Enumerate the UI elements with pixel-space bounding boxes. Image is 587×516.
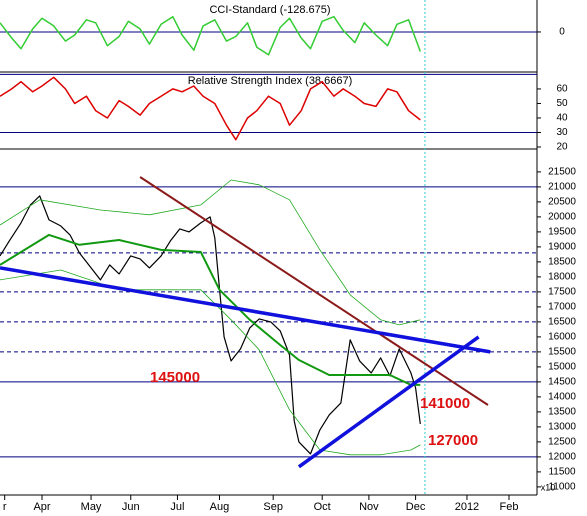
x-tick-label: r [3,501,7,513]
y-tick-label: 21500 [548,167,576,178]
x-tick-label: 2012 [455,501,479,513]
y-tick-label: 13500 [548,407,576,418]
x-tick-label: Feb [499,501,518,513]
x-tick-label: Nov [359,501,379,513]
y-tick-label: 12000 [548,452,576,463]
x-tick-label: Jul [170,501,184,513]
x-tick-label: Aug [210,501,230,513]
panel-title: CCI-Standard (-128.675) [209,4,330,16]
y-tick-label: 11500 [548,467,576,478]
y-tick-label: 16000 [548,332,576,343]
y-tick-label: 11000 [548,482,576,493]
y-tick-label: 14500 [548,377,576,388]
y-tick-label: 18000 [548,272,576,283]
y-tick-label: 30 [556,127,568,138]
x-tick-label: Oct [314,501,331,513]
series-line [0,76,421,141]
y-tick-label: 13000 [548,422,576,433]
y-tick-label: 20500 [548,197,576,208]
series-line [0,15,422,56]
y-tick-label: 0 [559,27,565,38]
y-axis-label: x10 [541,482,556,492]
y-tick-label: 20000 [548,212,576,223]
annotation: 127000 [428,432,478,449]
y-tick-label: 19000 [548,242,576,253]
series-line [0,233,421,386]
x-tick-label: Sep [263,501,283,513]
y-tick-label: 50 [556,98,568,109]
panel-title: Relative Strength Index (38.6667) [188,75,353,87]
x-tick-label: Apr [33,501,50,513]
y-tick-label: 14000 [548,392,576,403]
y-tick-label: 40 [556,113,568,124]
annotation: 141000 [420,395,470,412]
y-tick-label: 15000 [548,362,576,373]
x-tick-label: Dec [406,501,426,513]
annotation: 145000 [150,369,200,386]
y-tick-label: 60 [556,84,568,95]
y-tick-label: 20 [556,142,568,153]
series-line [0,266,491,354]
y-tick-label: 19500 [548,227,576,238]
y-tick-label: 12500 [548,437,576,448]
y-tick-label: 18500 [548,257,576,268]
series-line [0,179,421,326]
x-tick-label: May [81,501,102,513]
y-tick-label: 21000 [548,182,576,193]
x-tick-label: Jun [122,501,140,513]
y-tick-label: 16500 [548,317,576,328]
y-tick-label: 17000 [548,302,576,313]
y-tick-label: 15500 [548,347,576,358]
series-line [139,176,489,406]
y-tick-label: 17500 [548,287,576,298]
series-line [297,335,480,469]
